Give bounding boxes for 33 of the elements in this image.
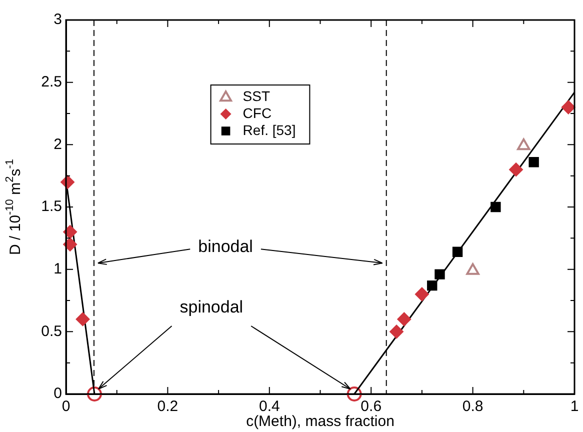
point (414, 287, 429, 302)
y-tick-label: 3 (54, 11, 62, 28)
y-tick-label: 1 (54, 260, 62, 278)
point (86, 386, 102, 402)
point (509, 162, 524, 177)
point (490, 202, 501, 212)
legend-label: Ref. [53] (242, 122, 296, 138)
x-tick-label: 0.4 (258, 398, 280, 416)
x-tick-label: 0.2 (157, 398, 178, 416)
annotation: binodal (198, 236, 253, 256)
y-tick-label: 1.5 (41, 198, 62, 216)
x-tick-label: 0.8 (462, 398, 484, 416)
point (427, 280, 438, 291)
x-tick-label: 1 (570, 398, 579, 416)
point (390, 324, 404, 339)
point (397, 312, 412, 326)
point (452, 246, 463, 257)
y-axis-title: D / 10-10 m2s-1 (4, 159, 24, 255)
annotation: spinodal (180, 298, 244, 317)
y-tick-label: 2 (54, 136, 62, 153)
point (528, 157, 539, 168)
legend-label: CFC (242, 104, 272, 121)
point (63, 237, 78, 252)
x-axis-title: c(Meth), mass fraction (246, 413, 394, 430)
point (434, 269, 445, 280)
y-tick-label: 0.5 (41, 322, 62, 340)
point (346, 386, 362, 402)
legend-label: SST (242, 88, 270, 104)
point (561, 100, 576, 114)
y-tick-label: 2.5 (41, 73, 62, 90)
point (76, 312, 90, 326)
y-tick-label: 0 (54, 385, 62, 402)
x-tick-label: 0.6 (360, 398, 382, 416)
